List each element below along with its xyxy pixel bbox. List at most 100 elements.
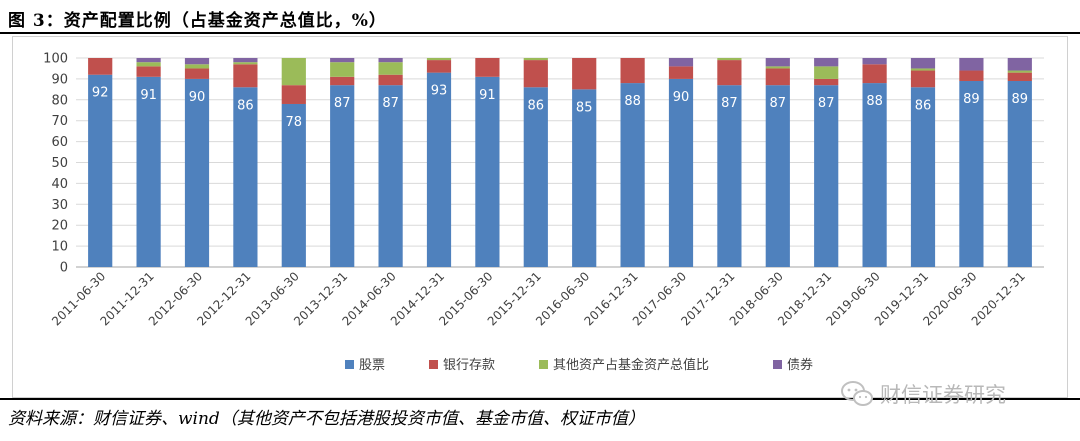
bar-segment (184, 68, 210, 79)
bar-segment (959, 80, 984, 267)
bar-segment (668, 58, 694, 67)
bar-segment (765, 66, 790, 69)
bar-segment (330, 76, 355, 86)
bar-segment (88, 58, 113, 75)
bar-segment (765, 85, 790, 267)
y-tick-label: 40 (51, 177, 68, 192)
bar-segment (910, 70, 936, 88)
data-label: 87 (770, 96, 787, 111)
legend-swatch (429, 360, 438, 369)
legend-label: 债券 (787, 357, 813, 373)
bar-segment (523, 60, 548, 88)
top-rule (0, 32, 1080, 34)
bar-segment (1007, 70, 1032, 73)
bar-segment (88, 74, 113, 267)
data-label: 87 (818, 96, 835, 111)
bar-segment (136, 76, 161, 267)
bar-segment (378, 85, 403, 267)
bar-segment (620, 83, 645, 267)
data-label: 87 (382, 96, 399, 111)
bar-segment (814, 66, 839, 79)
data-label: 90 (673, 90, 690, 105)
bar-segment (281, 58, 306, 86)
bar-segment (136, 62, 161, 67)
data-label: 86 (915, 98, 932, 113)
bar-segment (765, 68, 790, 86)
bar-segment (1007, 72, 1032, 81)
bar-segment (717, 60, 742, 86)
y-tick-label: 100 (43, 52, 68, 67)
bar-segment (668, 78, 694, 268)
legend-label: 其他资产占基金资产总值比 (553, 357, 709, 373)
data-label: 91 (140, 88, 157, 103)
figure-title: 图 3：资产配置比例（占基金资产总值比，%） (8, 11, 387, 31)
data-label: 88 (624, 94, 641, 109)
bar-segment (862, 64, 887, 84)
data-label: 86 (528, 98, 545, 113)
y-tick-label: 20 (51, 219, 68, 234)
bar-segment (136, 58, 161, 63)
bar-segment (572, 89, 597, 267)
bar-segment (378, 74, 403, 86)
bar-segment (910, 68, 936, 71)
data-label: 92 (92, 86, 109, 101)
bar-segment (426, 72, 452, 267)
bar-segment (1007, 58, 1032, 71)
legend-swatch (773, 360, 782, 369)
y-axis: 0 10 20 30 40 50 60 70 80 90 100 (43, 52, 68, 276)
bar-segment (330, 58, 355, 63)
bar-segment (136, 66, 161, 77)
y-tick-label: 10 (51, 240, 68, 255)
bar-segment (523, 87, 548, 267)
y-tick-label: 0 (60, 261, 68, 276)
bar-segment (668, 66, 694, 79)
y-tick-label: 60 (51, 135, 68, 150)
data-label: 78 (286, 115, 303, 130)
bar-segment (523, 58, 548, 61)
bar-segment (426, 60, 452, 73)
bar-segment (910, 87, 936, 267)
bar-segment (862, 83, 887, 267)
bar-segment (378, 58, 403, 63)
watermark-text: 财信证券研究 (880, 383, 1006, 407)
bar-segment (717, 58, 742, 61)
bar-segment (717, 85, 742, 267)
bar-segment (910, 58, 936, 69)
chart-container: 0 10 20 30 40 50 60 70 80 90 100 92 91 90 86 78 87 87 93 9… (12, 36, 1068, 398)
bar-segment (233, 58, 258, 63)
legend-swatch (539, 360, 548, 369)
bar-segment (426, 58, 452, 61)
y-tick-label: 50 (51, 156, 68, 171)
bar-segment (184, 78, 210, 268)
bar-segment (814, 85, 839, 267)
bar-segment (765, 58, 790, 67)
source-note: 资料来源：财信证券、wind（其他资产不包括港股投资市值、基金市值、权证市值） (8, 409, 645, 429)
legend-swatch (345, 360, 354, 369)
data-label: 87 (334, 96, 351, 111)
data-label: 88 (866, 94, 883, 109)
bar-segment (233, 62, 258, 65)
bar-segment (620, 58, 645, 84)
bar-segment (184, 58, 210, 65)
bar-segment (814, 58, 839, 67)
bar-segment (233, 87, 258, 267)
data-label: 89 (963, 92, 980, 107)
bar-segment (378, 62, 403, 75)
bar-segment (281, 103, 306, 267)
data-label: 85 (576, 100, 593, 115)
data-label: 90 (189, 90, 206, 105)
bar-segment (281, 85, 306, 104)
bar-segment (862, 58, 887, 65)
wechat-icon (841, 381, 873, 406)
bar-segment (572, 58, 597, 90)
data-label: 91 (479, 88, 496, 103)
bar-segment (1007, 80, 1032, 267)
y-tick-label: 30 (51, 198, 68, 213)
legend-label: 银行存款 (443, 358, 495, 373)
bar-segment (959, 70, 984, 81)
bar-segment (959, 58, 984, 71)
bar-segment (814, 78, 839, 86)
legend: 股票 银行存款 其他资产占基金资产总值比 债券 (345, 357, 813, 373)
bar-segment (475, 58, 500, 77)
